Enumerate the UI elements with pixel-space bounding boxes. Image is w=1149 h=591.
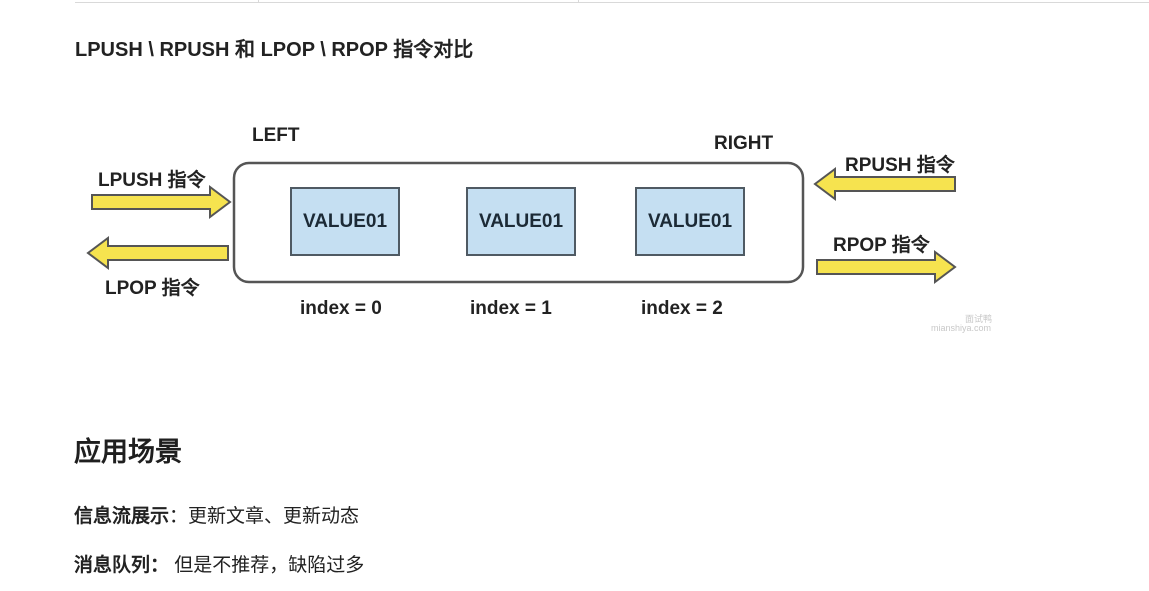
item-text: 更新文章、更新动态 <box>188 506 360 527</box>
item-text: 但是不推荐，缺陷过多 <box>169 555 365 576</box>
item-label: 信息流展示 <box>74 506 170 527</box>
table-divider <box>578 0 579 3</box>
item-sep: ： <box>150 555 170 576</box>
left-label: LEFT <box>252 125 300 146</box>
lpop-label: LPOP 指令 <box>105 278 200 299</box>
rpop-arrow-icon <box>816 250 957 284</box>
lpop-arrow-icon <box>86 236 229 270</box>
list-item: 消息队列： 但是不推荐，缺陷过多 <box>74 550 364 577</box>
watermark-name: 面试鸭 <box>965 314 993 324</box>
section-title: 应用场景 <box>74 437 182 467</box>
right-label: RIGHT <box>714 133 774 154</box>
index-label: index = 0 <box>300 298 382 319</box>
item-label: 消息队列 <box>74 555 151 576</box>
value-box: VALUE01 <box>635 187 745 256</box>
rpush-arrow-icon <box>813 167 956 201</box>
lpush-arrow-icon <box>91 185 232 219</box>
value-box: VALUE01 <box>290 187 400 256</box>
index-label: index = 1 <box>470 298 552 319</box>
rpop-label: RPOP 指令 <box>833 235 930 256</box>
value-box: VALUE01 <box>466 187 576 256</box>
rpush-label: RPUSH 指令 <box>845 155 955 176</box>
section-heading: LPUSH \ RPUSH 和 LPOP \ RPOP 指令对比 <box>75 39 474 61</box>
table-divider <box>258 0 259 3</box>
list-item: 信息流展示：更新文章、更新动态 <box>74 501 359 528</box>
lpush-label: LPUSH 指令 <box>98 170 206 191</box>
table-bottom-border <box>75 0 1149 3</box>
item-sep: ： <box>169 506 189 527</box>
index-label: index = 2 <box>641 298 723 319</box>
watermark-url: mianshiya.com <box>931 323 992 333</box>
